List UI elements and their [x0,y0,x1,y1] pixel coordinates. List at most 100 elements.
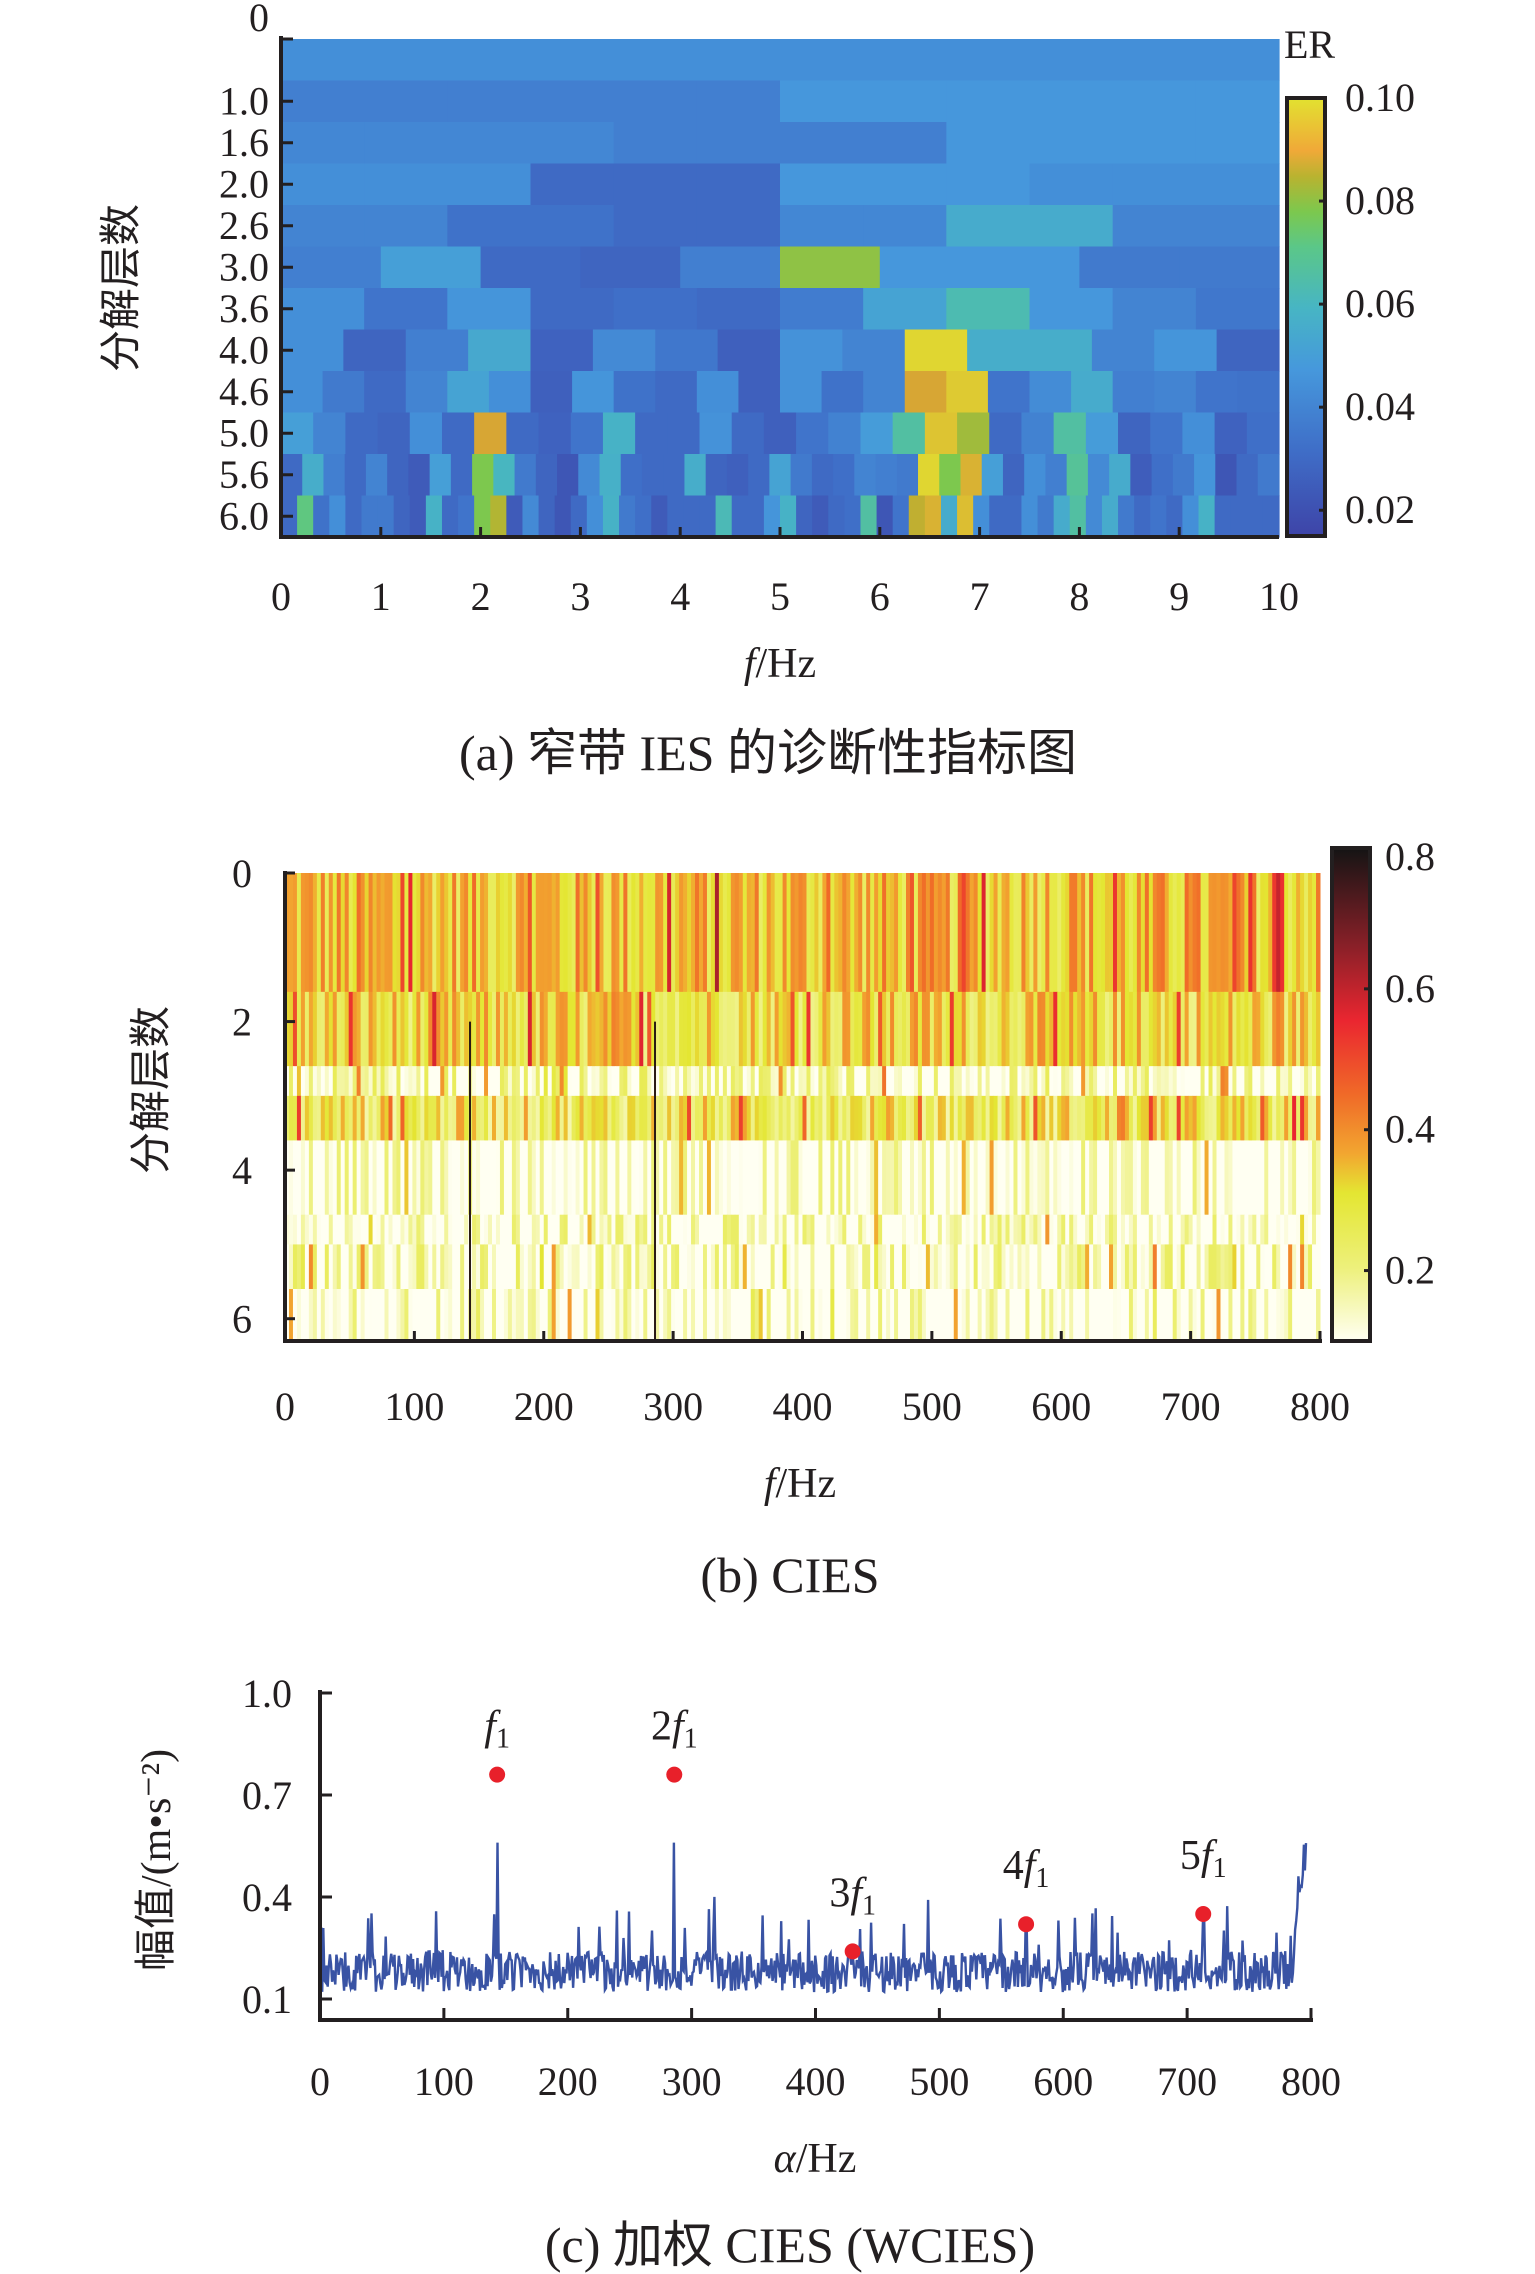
heatmap-cell [1128,1095,1134,1141]
heatmap-cell [460,1095,465,1141]
heatmap-cell [300,1140,306,1216]
heatmap-cell [436,1095,441,1141]
heatmap-cell [352,1244,358,1290]
heatmap-cell [722,1214,728,1245]
heatmap-cell [1140,873,1146,993]
heatmap-cell [1292,1066,1297,1097]
heatmap-cell [623,1066,628,1097]
heatmap-cell [1220,1095,1225,1141]
heatmap-cell [1256,1289,1261,1342]
heatmap-cell [862,873,867,993]
heatmap-cell [388,1214,393,1245]
heatmap-cell [671,873,676,993]
heatmap-cell [898,1289,903,1342]
heatmap-cell [1236,991,1241,1067]
heatmap-cell [1009,1244,1014,1290]
y-tick-label: 2 [232,1000,252,1045]
heatmap-cell [894,1066,899,1097]
heatmap-cell [555,1066,561,1097]
heatmap-cell [671,1214,676,1245]
heatmap-cell [627,1244,632,1290]
heatmap-cell [1113,1066,1118,1097]
caption-b: (b) CIES [700,1547,879,1603]
heatmap-cell [687,1214,692,1245]
heatmap-cell [667,991,672,1067]
heatmap-cell [814,1214,819,1245]
heatmap-cell [456,1140,461,1216]
heatmap-cell [368,873,374,993]
heatmap-cell [691,1066,696,1097]
heatmap-cell [946,288,1031,331]
heatmap-cell [602,412,636,455]
heatmap-cell [1021,1066,1026,1097]
heatmap-cell [1312,1244,1317,1290]
heatmap-cell [639,1140,644,1216]
heatmap-cell [1025,1066,1030,1097]
heatmap-cell [734,873,740,993]
heatmap-cell [1176,1214,1182,1245]
heatmap-cell [1248,1095,1253,1141]
heatmap-cell [811,454,834,497]
heatmap-cell [961,1095,967,1141]
heatmap-cell [312,1214,318,1245]
heatmap-cell [846,873,851,993]
heatmap-cell [1284,1214,1289,1245]
heatmap-cell [308,1244,314,1290]
heatmap-cell [1085,1289,1090,1342]
heatmap-cell [810,1095,815,1141]
y-tick-label: 3.6 [219,286,269,331]
heatmap-cell [1087,454,1110,497]
heatmap-cell [1312,1066,1317,1097]
heatmap-cell [623,873,628,993]
heatmap-cell [866,1140,871,1216]
heatmap-cell [523,1289,529,1342]
heatmap-cell [870,1140,875,1216]
heatmap-cell [647,1214,652,1245]
heatmap-cell [313,495,330,538]
heatmap-cell [1260,1244,1265,1290]
heatmap-cell [1228,1244,1233,1290]
heatmap-cell [981,1214,987,1245]
heatmap-cell [1268,991,1273,1067]
heatmap-cell [1136,1214,1142,1245]
heatmap-cell [882,1095,887,1141]
heatmap-cell [424,1214,429,1245]
heatmap-cell [904,329,968,372]
heatmap-cell [619,991,624,1067]
heatmap-cell [1085,873,1090,993]
heatmap-cell [1272,873,1277,993]
heatmap-cell [495,1244,501,1290]
heatmap-cell [551,1244,557,1290]
heatmap-cell [332,873,338,993]
heatmap-cell [1085,1140,1090,1216]
heatmap-cell [1284,1066,1289,1097]
heatmap-cell [1140,1095,1146,1141]
heatmap-cell [782,1244,788,1290]
heatmap-cell [348,1244,354,1290]
heatmap-cell [913,1140,919,1216]
heatmap-cell [538,495,556,538]
heatmap-cell [957,873,963,993]
heatmap-cell [1118,412,1151,455]
heatmap-cell [484,1214,489,1245]
heatmap-cell [488,1214,493,1245]
heatmap-cell [424,991,429,1067]
peak-label-5f1: 5f1 [1180,1833,1227,1884]
heatmap-cell [1041,1214,1046,1245]
heatmap-cell [1109,991,1114,1067]
peak-label-f1: f1 [484,1704,510,1755]
heatmap-cell [539,1214,545,1245]
heatmap-cell [1093,1214,1098,1245]
heatmap-cell [1001,1244,1007,1290]
heatmap-cell [1240,1140,1245,1216]
heatmap-cell [1156,1289,1162,1342]
heatmap-cell [953,873,959,993]
heatmap-cell [973,1214,979,1245]
heatmap-cell [340,1066,346,1097]
heatmap-cell [300,1066,306,1097]
heatmap-cell [1276,1066,1281,1097]
heatmap-cell [312,1244,318,1290]
heatmap-cell [530,329,594,372]
heatmap-cell [696,163,781,206]
heatmap-cell [651,1244,656,1290]
